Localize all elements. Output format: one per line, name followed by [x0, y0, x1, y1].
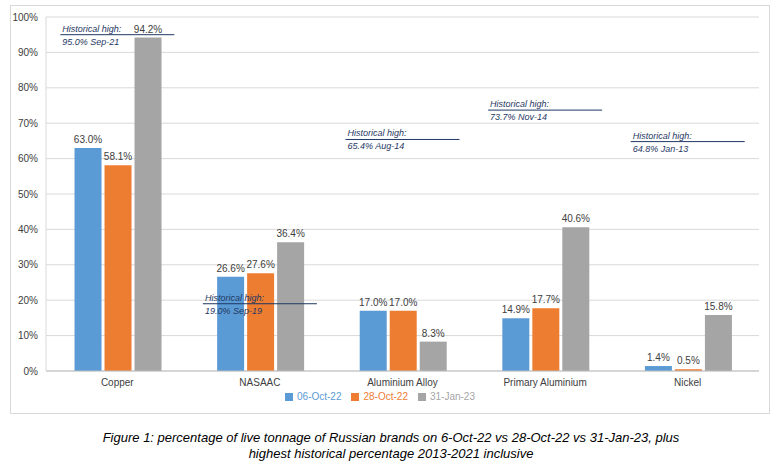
- svg-text:19.0% Sep-19: 19.0% Sep-19: [205, 306, 262, 316]
- svg-text:Nickel: Nickel: [674, 377, 701, 388]
- svg-text:50%: 50%: [18, 189, 38, 200]
- html-text:31-Jan-23: 31-Jan-23: [430, 391, 475, 402]
- svg-text:0%: 0%: [24, 366, 39, 377]
- svg-text:Aluminium Alloy: Aluminium Alloy: [367, 377, 438, 388]
- svg-text:Historical high:: Historical high:: [633, 131, 693, 141]
- svg-text:Copper: Copper: [101, 377, 134, 388]
- svg-text:17.7%: 17.7%: [532, 294, 560, 305]
- svg-text:Primary Aluminium: Primary Aluminium: [503, 377, 586, 388]
- svg-text:40%: 40%: [18, 224, 38, 235]
- svg-text:95.0% Sep-21: 95.0% Sep-21: [62, 37, 119, 47]
- svg-text:8.3%: 8.3%: [422, 328, 445, 339]
- svg-text:1.4%: 1.4%: [647, 352, 670, 363]
- svg-text:15.8%: 15.8%: [704, 301, 732, 312]
- svg-text:NASAAC: NASAAC: [239, 377, 280, 388]
- svg-text:30%: 30%: [18, 259, 38, 270]
- html-text:06-Oct-22: 06-Oct-22: [297, 391, 342, 402]
- svg-text:17.0%: 17.0%: [389, 297, 417, 308]
- svg-text:58.1%: 58.1%: [104, 151, 132, 162]
- svg-text:100%: 100%: [12, 12, 38, 23]
- svg-text:Historical high:: Historical high:: [62, 24, 122, 34]
- html-text:28-Oct-22: 28-Oct-22: [363, 391, 408, 402]
- svg-text:Historical high:: Historical high:: [205, 293, 265, 303]
- svg-text:63.0%: 63.0%: [74, 134, 102, 145]
- svg-text:94.2%: 94.2%: [134, 24, 162, 35]
- svg-text:80%: 80%: [18, 82, 38, 93]
- svg-text:27.6%: 27.6%: [246, 259, 274, 270]
- svg-text:90%: 90%: [18, 47, 38, 58]
- html-text:Figure 1: percentage of live t: Figure 1: percentage of live tonnage of …: [102, 430, 680, 461]
- svg-text:60%: 60%: [18, 153, 38, 164]
- svg-text:Historical high:: Historical high:: [348, 128, 408, 138]
- svg-text:Historical high:: Historical high:: [490, 99, 550, 109]
- svg-text:70%: 70%: [18, 118, 38, 129]
- svg-text:40.6%: 40.6%: [562, 213, 590, 224]
- svg-text:73.7% Nov-14: 73.7% Nov-14: [490, 112, 547, 122]
- svg-text:17.0%: 17.0%: [359, 297, 387, 308]
- svg-text:65.4% Aug-14: 65.4% Aug-14: [348, 141, 405, 151]
- svg-text:0.5%: 0.5%: [677, 355, 700, 366]
- svg-text:20%: 20%: [18, 295, 38, 306]
- svg-text:26.6%: 26.6%: [216, 263, 244, 274]
- svg-text:14.9%: 14.9%: [502, 304, 530, 315]
- svg-text:64.8% Jan-13: 64.8% Jan-13: [633, 144, 689, 154]
- svg-text:10%: 10%: [18, 330, 38, 341]
- svg-text:36.4%: 36.4%: [276, 228, 304, 239]
